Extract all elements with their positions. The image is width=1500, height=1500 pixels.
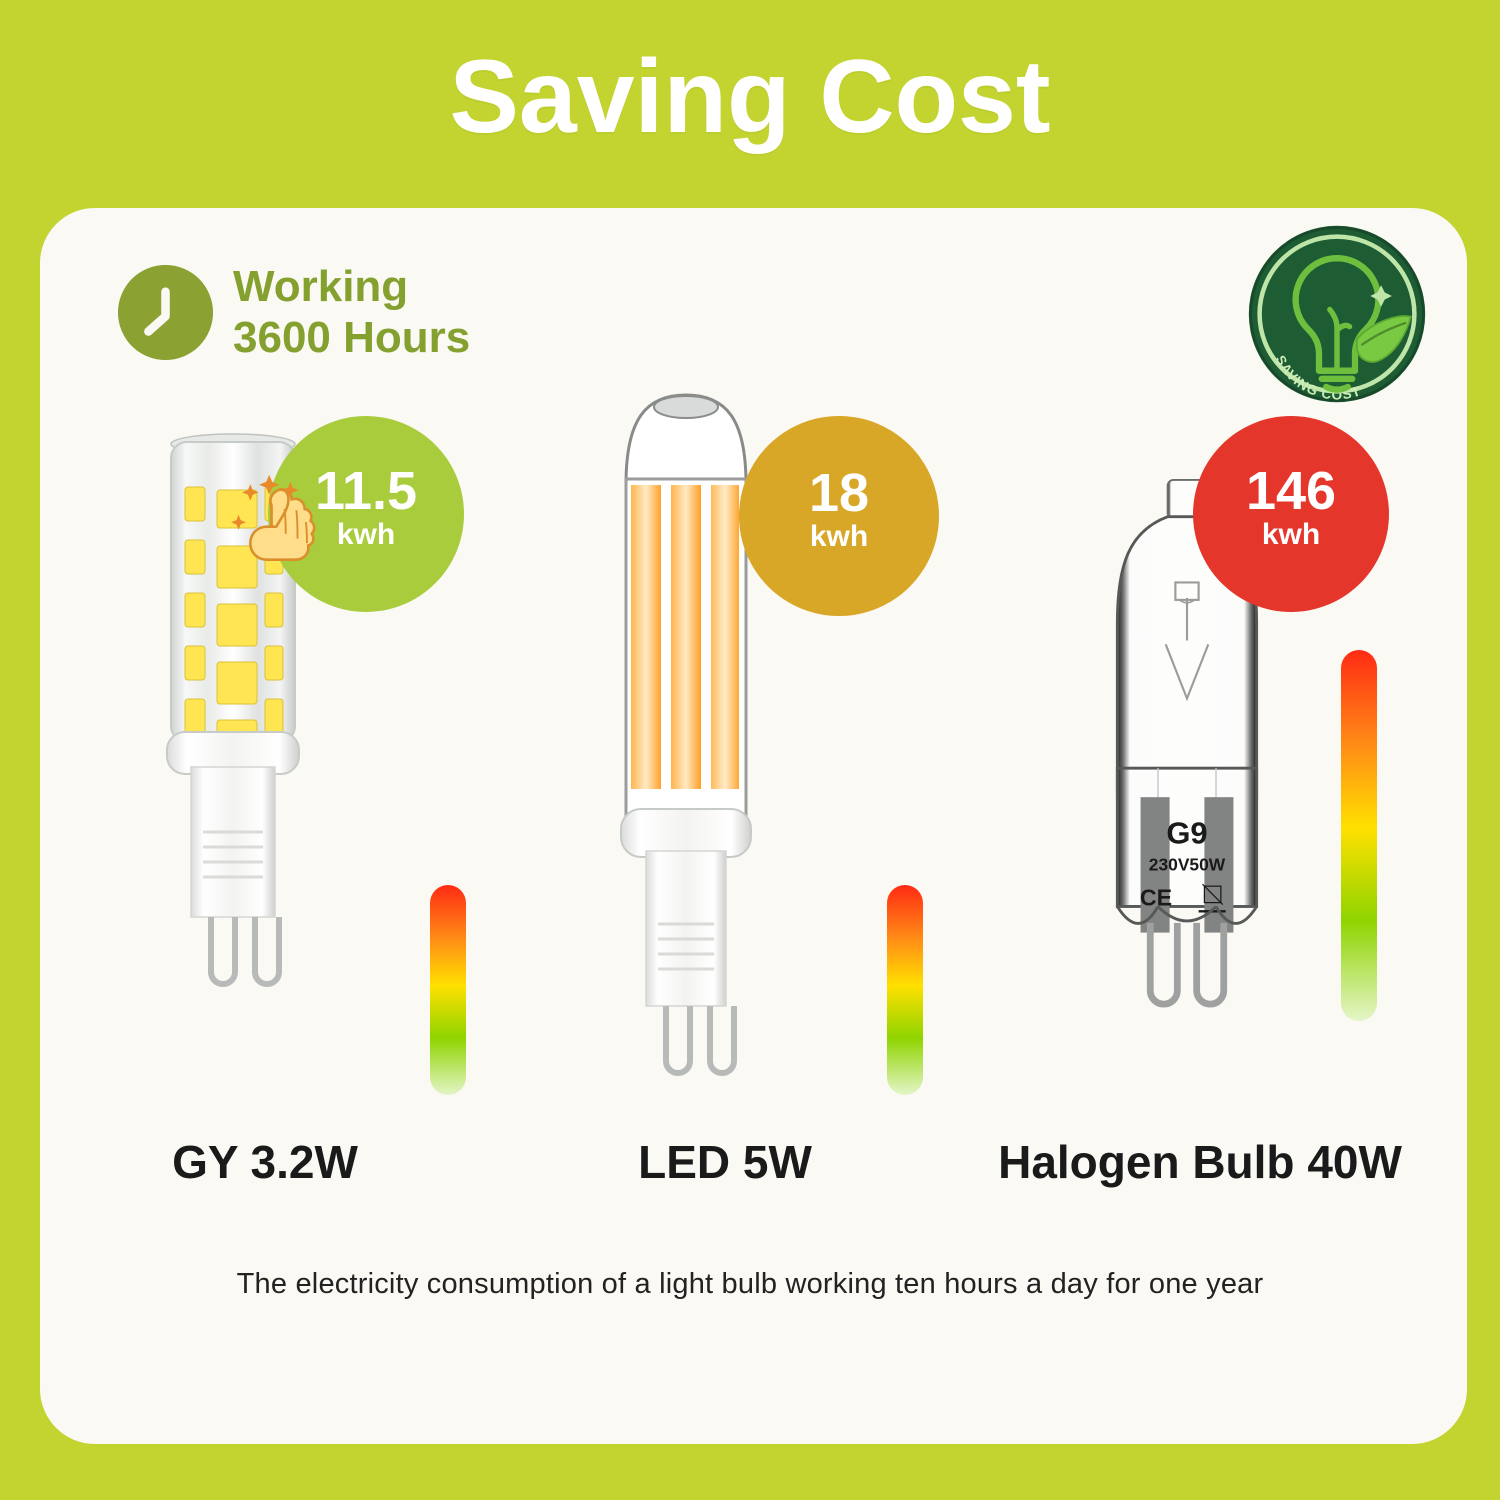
svg-text:230V50W: 230V50W [1149, 855, 1226, 875]
svg-text:G9: G9 [1166, 816, 1207, 851]
svg-text:CE: CE [1140, 885, 1172, 911]
